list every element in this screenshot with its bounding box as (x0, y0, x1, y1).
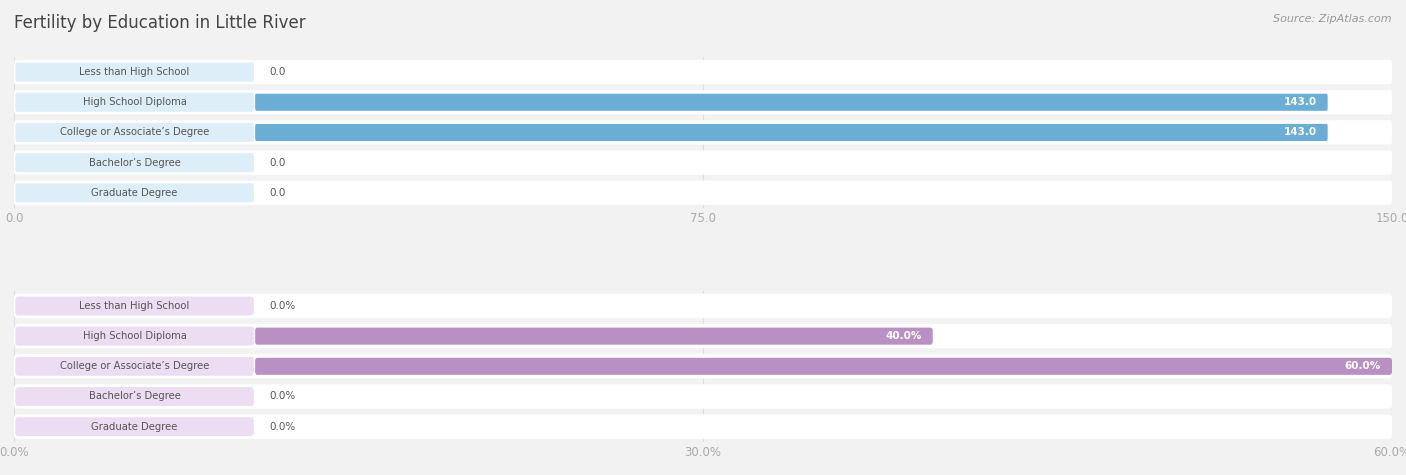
FancyBboxPatch shape (254, 358, 1392, 375)
Text: 143.0: 143.0 (1284, 97, 1316, 107)
Text: College or Associate’s Degree: College or Associate’s Degree (60, 361, 209, 371)
Text: 40.0%: 40.0% (886, 331, 921, 341)
Text: Fertility by Education in Little River: Fertility by Education in Little River (14, 14, 305, 32)
FancyBboxPatch shape (14, 90, 1392, 114)
FancyBboxPatch shape (14, 180, 1392, 205)
Text: High School Diploma: High School Diploma (83, 97, 187, 107)
FancyBboxPatch shape (254, 124, 1327, 141)
Text: 143.0: 143.0 (1284, 127, 1316, 137)
Text: College or Associate’s Degree: College or Associate’s Degree (60, 127, 209, 137)
FancyBboxPatch shape (15, 153, 254, 172)
FancyBboxPatch shape (15, 123, 254, 142)
FancyBboxPatch shape (15, 296, 254, 315)
FancyBboxPatch shape (15, 417, 254, 436)
Text: Bachelor’s Degree: Bachelor’s Degree (89, 158, 180, 168)
FancyBboxPatch shape (14, 324, 1392, 348)
Text: 0.0: 0.0 (269, 188, 285, 198)
Text: High School Diploma: High School Diploma (83, 331, 187, 341)
FancyBboxPatch shape (254, 328, 932, 345)
Text: Graduate Degree: Graduate Degree (91, 188, 177, 198)
FancyBboxPatch shape (15, 327, 254, 346)
FancyBboxPatch shape (15, 63, 254, 82)
Text: Less than High School: Less than High School (80, 301, 190, 311)
Text: 60.0%: 60.0% (1344, 361, 1381, 371)
Text: 0.0%: 0.0% (269, 301, 295, 311)
FancyBboxPatch shape (15, 183, 254, 202)
Text: Less than High School: Less than High School (80, 67, 190, 77)
FancyBboxPatch shape (14, 60, 1392, 84)
FancyBboxPatch shape (14, 120, 1392, 145)
FancyBboxPatch shape (14, 384, 1392, 408)
FancyBboxPatch shape (15, 93, 254, 112)
FancyBboxPatch shape (14, 415, 1392, 439)
FancyBboxPatch shape (14, 294, 1392, 318)
Text: 0.0%: 0.0% (269, 422, 295, 432)
Text: 0.0: 0.0 (269, 158, 285, 168)
Text: 0.0%: 0.0% (269, 391, 295, 401)
FancyBboxPatch shape (254, 94, 1327, 111)
FancyBboxPatch shape (14, 354, 1392, 379)
FancyBboxPatch shape (15, 357, 254, 376)
Text: Bachelor’s Degree: Bachelor’s Degree (89, 391, 180, 401)
Text: 0.0: 0.0 (269, 67, 285, 77)
FancyBboxPatch shape (14, 151, 1392, 175)
FancyBboxPatch shape (15, 387, 254, 406)
Text: Graduate Degree: Graduate Degree (91, 422, 177, 432)
Text: Source: ZipAtlas.com: Source: ZipAtlas.com (1274, 14, 1392, 24)
